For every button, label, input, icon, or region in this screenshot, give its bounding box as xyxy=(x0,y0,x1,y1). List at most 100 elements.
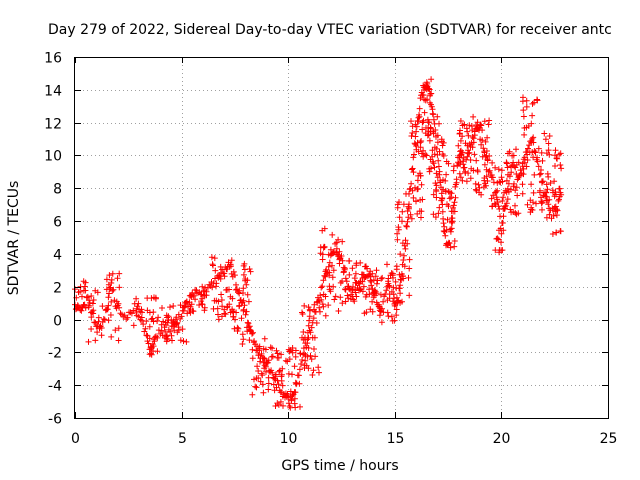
data-point xyxy=(106,290,113,297)
data-point xyxy=(521,131,528,138)
data-point xyxy=(364,265,371,272)
data-point xyxy=(520,107,527,114)
data-point xyxy=(398,277,405,283)
data-point xyxy=(209,284,216,291)
data-point xyxy=(337,294,344,301)
plot-frame xyxy=(74,57,609,419)
data-point xyxy=(409,165,416,172)
data-point xyxy=(513,171,520,177)
data-point xyxy=(177,337,184,344)
data-point xyxy=(320,303,327,310)
data-point xyxy=(327,288,334,295)
data-point xyxy=(471,151,478,158)
data-point xyxy=(499,198,506,204)
data-point xyxy=(442,187,449,194)
data-point xyxy=(315,364,322,371)
data-point xyxy=(278,373,285,380)
data-point xyxy=(238,315,245,322)
data-point xyxy=(240,271,247,278)
data-point xyxy=(504,196,511,203)
data-point xyxy=(382,291,389,298)
data-point xyxy=(437,179,444,186)
data-point xyxy=(439,201,446,208)
data-point xyxy=(537,170,544,177)
data-point xyxy=(401,242,408,249)
data-point xyxy=(255,352,262,359)
data-point xyxy=(309,372,316,378)
data-point xyxy=(329,231,336,238)
data-point xyxy=(403,223,410,230)
data-point xyxy=(108,333,115,340)
data-point xyxy=(410,194,417,201)
data-point xyxy=(303,344,310,351)
data-point xyxy=(229,295,236,302)
data-point xyxy=(394,236,401,243)
data-point xyxy=(430,111,437,118)
data-point xyxy=(451,243,458,250)
data-point xyxy=(226,301,233,308)
y-tick-label: 10 xyxy=(44,149,62,165)
data-point xyxy=(231,325,238,332)
data-point xyxy=(447,228,454,235)
data-point xyxy=(144,295,151,302)
data-point xyxy=(534,96,540,103)
data-point xyxy=(436,168,443,175)
y-tick-label: 6 xyxy=(53,215,62,231)
data-point xyxy=(531,99,537,106)
data-point xyxy=(305,304,312,311)
data-point xyxy=(254,363,261,370)
data-point xyxy=(279,365,286,372)
data-point xyxy=(494,196,501,203)
data-point xyxy=(413,123,420,130)
data-point xyxy=(177,302,184,309)
data-point xyxy=(384,261,390,268)
data-point xyxy=(479,137,486,144)
data-point xyxy=(416,111,422,118)
data-point xyxy=(440,152,447,159)
data-point xyxy=(439,208,446,215)
data-point xyxy=(535,163,542,170)
data-point xyxy=(532,149,539,156)
data-point xyxy=(307,329,314,336)
data-point xyxy=(145,340,152,347)
data-point xyxy=(430,130,437,137)
data-point xyxy=(533,200,539,207)
data-point xyxy=(468,139,475,146)
data-point xyxy=(468,165,475,172)
data-point xyxy=(326,283,333,290)
data-point xyxy=(260,355,267,361)
data-point xyxy=(456,130,463,137)
data-point xyxy=(406,256,413,263)
data-point xyxy=(435,157,442,164)
data-point xyxy=(346,258,353,264)
data-point xyxy=(325,263,332,270)
data-point xyxy=(367,268,374,275)
data-point xyxy=(285,394,292,401)
data-point xyxy=(550,212,557,219)
x-tick-label: 20 xyxy=(493,431,511,447)
data-point xyxy=(366,291,373,298)
data-point xyxy=(296,366,303,373)
data-point xyxy=(185,303,191,309)
data-point xyxy=(265,386,272,393)
data-point xyxy=(431,151,438,158)
data-point xyxy=(459,122,466,129)
data-point xyxy=(319,251,326,258)
data-point xyxy=(272,403,279,409)
data-point xyxy=(230,313,237,320)
data-point xyxy=(536,171,543,178)
data-point xyxy=(342,298,349,305)
data-point xyxy=(75,303,82,310)
data-point xyxy=(534,158,541,165)
data-point xyxy=(140,321,147,328)
data-point xyxy=(256,347,263,354)
data-point xyxy=(538,149,545,156)
data-point xyxy=(448,225,455,232)
data-point xyxy=(397,276,404,283)
data-point xyxy=(307,307,313,314)
data-point xyxy=(115,337,122,344)
data-point xyxy=(175,324,182,331)
data-point xyxy=(495,236,502,243)
data-point xyxy=(316,304,323,311)
data-point xyxy=(449,218,456,225)
